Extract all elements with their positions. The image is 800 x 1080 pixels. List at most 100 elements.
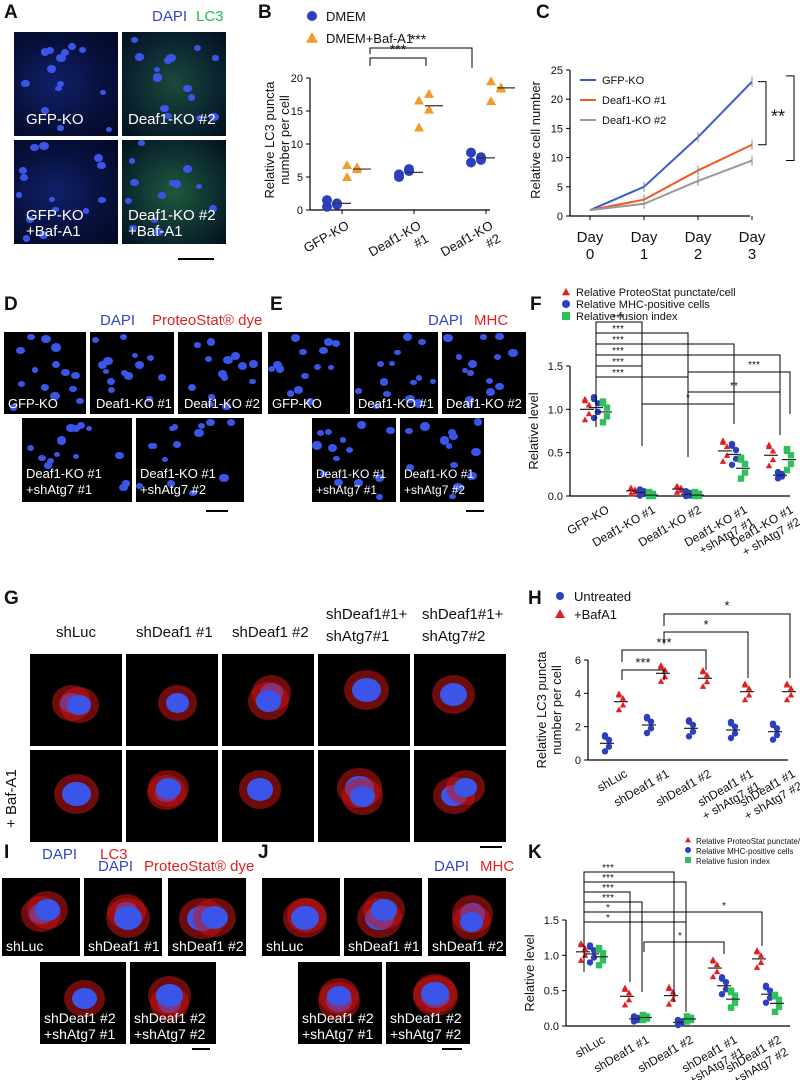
nucleus: [375, 493, 383, 500]
nucleus: [386, 426, 396, 435]
d-dapi-label: DAPI: [100, 312, 136, 329]
nucleus: [312, 441, 322, 450]
sig-label: *: [724, 598, 729, 613]
g-image-5: [414, 654, 506, 746]
nucleus: [209, 204, 217, 211]
sig-label: *: [606, 913, 610, 924]
data-point: [685, 733, 693, 740]
nucleus: [152, 73, 163, 82]
nucleus: [394, 350, 401, 356]
sig-bracket: [621, 649, 707, 670]
g-image-4: [318, 654, 410, 746]
nucleus: [9, 404, 18, 411]
nucleus: [46, 458, 55, 465]
nucleus: [187, 94, 196, 101]
sig-label: ***: [410, 31, 427, 47]
y-tick-label: 10: [291, 139, 303, 151]
nucleus: [356, 421, 366, 429]
data-point: [769, 720, 777, 727]
nucleus: [45, 46, 54, 54]
legend-label: +BafA1: [574, 607, 617, 622]
g-image-9: [318, 750, 410, 842]
nucleus: [18, 166, 27, 174]
nucleus: [209, 112, 220, 122]
i-image-4: [40, 962, 126, 1044]
y-axis-title: Relative LC3 punctanumber per cell: [262, 81, 292, 199]
nucleus: [96, 161, 106, 170]
data-point: [745, 691, 753, 698]
data-point: [673, 488, 681, 495]
data-point: [787, 452, 795, 459]
nucleus: [47, 65, 57, 73]
sig-label: **: [771, 107, 785, 127]
nucleus: [413, 399, 424, 408]
sig-label: ***: [612, 368, 624, 379]
sig-label: ***: [612, 346, 624, 357]
d-cell-label-4: Deaf1-KO #1 +shAtg7 #1: [26, 466, 102, 497]
e-cell-label-5: Deaf1-KO #1 +shAtg7 #2: [404, 467, 475, 497]
g-image-8: [222, 750, 314, 842]
i-dye-label: ProteoStat® dye: [144, 858, 255, 875]
nucleus: [182, 165, 192, 174]
panel-label-c: C: [536, 2, 550, 23]
y-tick-label: 10: [551, 153, 563, 165]
legend-marker: [556, 592, 564, 600]
d-cell-label-2: Deaf1-KO #1: [96, 396, 172, 411]
data-point: [645, 492, 653, 500]
e-dapi-label: DAPI: [428, 312, 464, 329]
j-cell-label-1: shLuc: [266, 938, 304, 954]
nucleus: [166, 693, 189, 713]
sig-label: *: [678, 931, 682, 942]
data-point: [775, 996, 783, 1004]
sig-label: ***: [602, 863, 614, 874]
nucleus: [306, 398, 315, 405]
nucleus: [212, 55, 219, 61]
legend-label: Deaf1-KO #1: [602, 95, 666, 107]
nucleus: [460, 912, 483, 932]
nucleus: [222, 402, 232, 411]
j-image-5: [386, 962, 470, 1044]
nucleus: [168, 180, 176, 186]
j-image-4: [298, 962, 382, 1044]
nucleus: [107, 386, 116, 393]
data-point: [599, 398, 607, 405]
nucleus: [122, 480, 130, 487]
i-cell-label-3: shDeaf1 #2: [172, 938, 244, 954]
nucleus: [205, 356, 213, 363]
nucleus: [16, 192, 23, 198]
data-point: [332, 199, 342, 210]
nucleus: [51, 343, 62, 352]
nucleus: [371, 899, 397, 921]
i-cell-label-2: shDeaf1 #1: [88, 938, 160, 954]
data-point: [713, 968, 721, 975]
nucleus: [249, 378, 256, 385]
nucleus: [147, 354, 154, 361]
nucleus: [495, 383, 504, 391]
chart-k: Relative ProteoStat punctate/cellRelativ…: [522, 837, 800, 1080]
y-tick-label: 1.0: [548, 404, 563, 416]
y-tick-label: 0.5: [548, 448, 563, 460]
nucleus: [206, 419, 215, 427]
a-cell-label-2: Deaf1-KO #2: [128, 111, 216, 128]
nucleus: [182, 84, 192, 93]
nucleus: [294, 386, 303, 394]
nucleus: [248, 359, 259, 368]
nucleus: [443, 333, 454, 343]
data-point: [722, 986, 730, 993]
data-point: [643, 713, 651, 721]
nucleus: [194, 44, 202, 51]
data-point: [773, 731, 781, 739]
y-tick-label: 1.5: [548, 361, 563, 373]
nucleus: [272, 361, 282, 369]
data-point: [769, 736, 777, 743]
a-cell-label-3: GFP-KO +Baf-A1: [26, 207, 84, 240]
i-image-5: [130, 962, 216, 1044]
y-tick-label: 20: [551, 94, 563, 106]
j-image-1: [262, 878, 340, 956]
nucleus: [166, 54, 176, 63]
nucleus: [187, 384, 197, 392]
data-point: [577, 957, 585, 963]
data-point: [774, 468, 782, 476]
series-line: [589, 159, 753, 212]
nucleus: [405, 427, 413, 435]
